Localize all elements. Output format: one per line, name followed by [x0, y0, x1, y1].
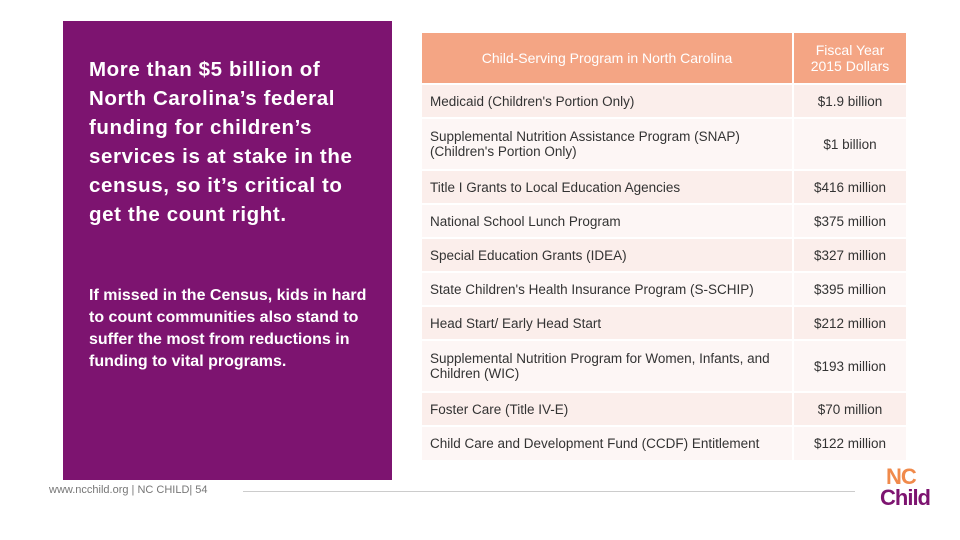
- table-row: State Children's Health Insurance Progra…: [420, 271, 908, 307]
- amount-cell: $1.9 billion: [792, 83, 908, 119]
- footer-rule: [243, 491, 855, 492]
- amount-cell: $70 million: [792, 391, 908, 427]
- table-row: Head Start/ Early Head Start $212 million: [420, 305, 908, 341]
- header-row: Child-Serving Program in North Carolina F…: [420, 31, 908, 85]
- program-cell: State Children's Health Insurance Progra…: [420, 271, 794, 307]
- table-row: Medicaid (Children's Portion Only) $1.9 b…: [420, 83, 908, 119]
- amount-cell: $327 million: [792, 237, 908, 273]
- body-text: If missed in the Census, kids in hard to…: [89, 287, 367, 370]
- program-cell: Head Start/ Early Head Start: [420, 305, 794, 341]
- table-row: Foster Care (Title IV-E) $70 million: [420, 391, 908, 427]
- footer: www.ncchild.org | NC CHILD| 54: [49, 484, 208, 496]
- headline: More than $5 billion of North Carolina’s…: [89, 58, 353, 226]
- program-cell: Child Care and Development Fund (CCDF) E…: [420, 425, 794, 462]
- program-table: Child-Serving Program in North Carolina F…: [420, 31, 908, 462]
- amount-cell: $416 million: [792, 169, 908, 205]
- amount-cell: $395 million: [792, 271, 908, 307]
- program-cell: Special Education Grants (IDEA): [420, 237, 794, 273]
- program-cell: Supplemental Nutrition Program for Women…: [420, 339, 794, 393]
- amount-cell: $375 million: [792, 203, 908, 239]
- table-row: Supplemental Nutrition Program for Women…: [420, 339, 908, 393]
- logo-bottom: Child: [880, 485, 931, 510]
- program-cell: Medicaid (Children's Portion Only): [420, 83, 794, 119]
- header-cell: Child-Serving Program in North Carolina: [420, 31, 794, 85]
- table-row: Special Education Grants (IDEA) $327 mill…: [420, 237, 908, 273]
- program-cell: Title I Grants to Local Education Agenci…: [420, 169, 794, 205]
- logo-top: NC: [886, 464, 917, 489]
- amount-cell: $122 million: [792, 425, 908, 462]
- program-cell: National School Lunch Program: [420, 203, 794, 239]
- purple-panel: More than $5 billion of North Carolina’s…: [63, 21, 392, 480]
- table-row: Child Care and Development Fund (CCDF) E…: [420, 425, 908, 462]
- table-row: Supplemental Nutrition Assistance Progra…: [420, 117, 908, 171]
- program-cell: Foster Care (Title IV-E): [420, 391, 794, 427]
- header-cell: Fiscal Year 2015 Dollars: [792, 31, 908, 85]
- amount-cell: $193 million: [792, 339, 908, 393]
- amount-cell: $212 million: [792, 305, 908, 341]
- table-row: National School Lunch Program $375 millio…: [420, 203, 908, 239]
- logo: NC Child: [880, 464, 940, 510]
- amount-cell: $1 billion: [792, 117, 908, 171]
- program-cell: Supplemental Nutrition Assistance Progra…: [420, 117, 794, 171]
- table-row: Title I Grants to Local Education Agenci…: [420, 169, 908, 205]
